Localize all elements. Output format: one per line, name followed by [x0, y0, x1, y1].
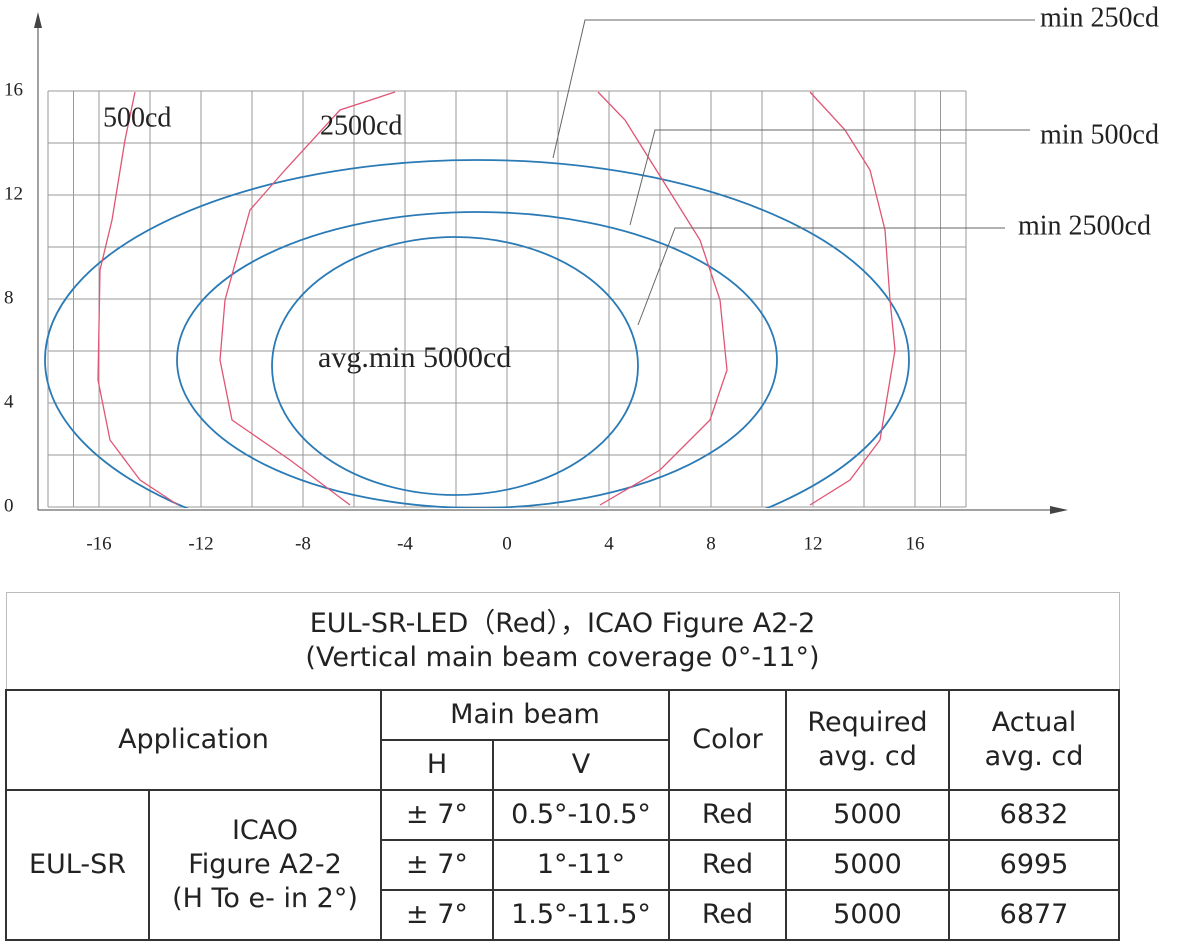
y-tick-label: 12 [4, 183, 23, 204]
spec-table: EUL-SR-LED（Red），ICAO Figure A2-2 (Vertica… [5, 592, 1120, 941]
measured-500 [809, 91, 896, 506]
x-tick-label: -12 [188, 533, 213, 554]
callout-line [552, 19, 1035, 159]
table-cell: Red [668, 839, 787, 891]
contour-2500 [271, 236, 639, 496]
center-label: avg.min 5000cd [318, 341, 511, 374]
x-tick-label: 16 [906, 533, 925, 554]
header-cell: Required avg. cd [785, 689, 950, 791]
subgroup-line: Figure A2-2 [188, 849, 342, 881]
table-cell: 1.5°-11.5° [492, 889, 670, 941]
table-cell: 6832 [948, 789, 1120, 841]
table-cell: ± 7° [380, 889, 494, 941]
table-title: EUL-SR-LED（Red），ICAO Figure A2-2 (Vertica… [5, 592, 1120, 691]
header-line: avg. cd [818, 741, 917, 772]
measured-500 [97, 91, 179, 506]
x-tick-label: -8 [295, 533, 311, 554]
contour-250 [44, 159, 910, 508]
x-tick-label: 0 [502, 533, 512, 554]
title-line: (Vertical main beam coverage 0°-11°) [305, 642, 820, 673]
subgroup-line: (H To e- in 2°) [172, 882, 358, 914]
y-tick-label: 16 [4, 79, 23, 100]
table-cell: 5000 [785, 889, 950, 941]
table-cell: Red [668, 789, 787, 841]
header-cell: Actual avg. cd [948, 689, 1120, 791]
header-cell: Main beam [380, 689, 670, 741]
header-cell: Color [668, 689, 787, 791]
callout-line [629, 129, 1030, 226]
y-tick-label: 4 [4, 391, 14, 412]
table-cell: 5000 [785, 789, 950, 841]
callout-label: min 2500cd [1018, 210, 1151, 241]
x-tick-label: 12 [804, 533, 823, 554]
subgroup-line: ICAO [231, 815, 299, 847]
header-cell: H [380, 739, 494, 791]
x-tick-label: -16 [86, 533, 111, 554]
table-cell: 5000 [785, 839, 950, 891]
table-cell: ± 7° [380, 839, 494, 891]
x-tick-label: 4 [604, 533, 614, 554]
measured-2500 [219, 91, 396, 506]
callout-label: min 500cd [1040, 119, 1159, 150]
table-cell: 6995 [948, 839, 1120, 891]
header-cell: Application [5, 689, 382, 791]
grid [47, 90, 967, 508]
table-cell: Red [668, 889, 787, 941]
curve-label: 500cd [103, 102, 171, 133]
callout-line [637, 227, 1005, 326]
header-line: Required [807, 707, 928, 739]
y-tick-label: 0 [4, 495, 14, 516]
callout-label: min 250cd [1040, 2, 1159, 33]
header-line: Actual [991, 707, 1077, 739]
subgroup-cell: ICAO Figure A2-2 (H To e- in 2°) [148, 789, 382, 941]
curve-label: 2500cd [320, 110, 402, 141]
chart: 500cd 2500cd avg.min 5000cd min 250cd mi… [4, 2, 1159, 554]
table-cell: 1°-11° [492, 839, 670, 891]
group-cell: EUL-SR [5, 789, 150, 941]
x-tick-label: 8 [706, 533, 716, 554]
header-cell: V [492, 739, 670, 791]
table-cell: ± 7° [380, 789, 494, 841]
x-arrow [1050, 506, 1068, 514]
measured-2500 [597, 91, 728, 506]
y-arrow [34, 12, 42, 28]
table-cell: 0.5°-10.5° [492, 789, 670, 841]
y-tick-label: 8 [4, 287, 14, 308]
table-cell: 6877 [948, 889, 1120, 941]
header-line: avg. cd [984, 741, 1084, 772]
title-line: EUL-SR-LED（Red），ICAO Figure A2-2 [309, 608, 816, 640]
x-tick-label: -4 [397, 533, 413, 554]
contour-500 [176, 211, 778, 508]
